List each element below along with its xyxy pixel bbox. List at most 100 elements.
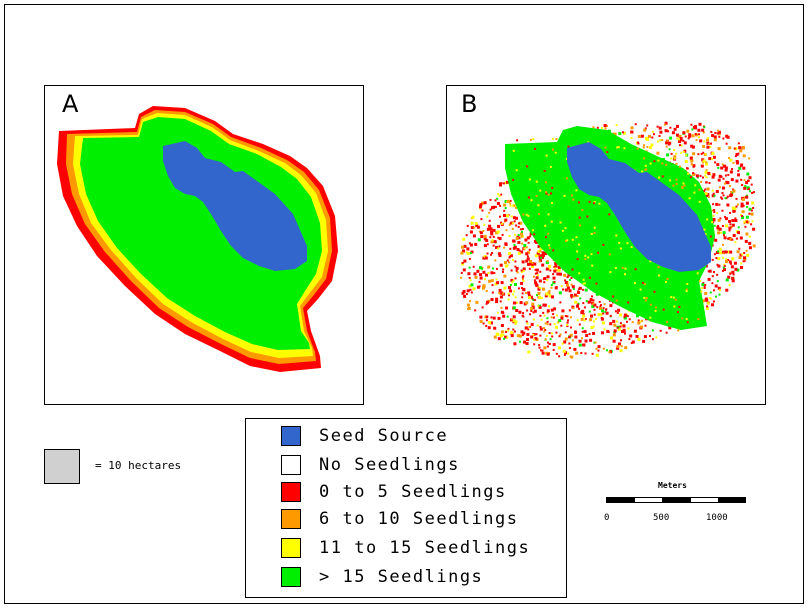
seedling-cell [630,130,634,134]
seedling-cell [710,131,713,133]
seedling-cell [741,216,745,220]
seedling-cell [711,152,715,155]
seedling-cell [730,226,733,228]
seedling-cell [704,233,707,236]
seedling-cell [592,302,595,305]
seedling-cell [634,268,637,271]
seedling-cell [506,180,509,184]
seedling-cell [643,296,646,299]
seedling-cell [725,260,728,263]
seedling-cell [621,330,624,333]
seedling-cell [600,317,603,319]
seedling-cell [691,145,695,149]
seedling-cell [535,268,539,272]
seedling-cell [503,337,506,340]
seedling-cell [602,307,605,310]
seedling-cell [500,306,503,309]
seedling-cell [519,221,523,225]
seedling-cell [538,279,542,283]
seedling-cell [743,259,746,262]
map-a-canvas: A [57,90,338,372]
seedling-cell [590,298,592,300]
seedling-cell [748,212,751,215]
seedling-cell [751,220,754,223]
seedling-cell [481,306,484,309]
seedling-cell [567,352,570,355]
seedling-cell [722,256,725,259]
seedling-cell [708,269,712,273]
seedling-cell [494,259,497,262]
seedling-cell [684,135,687,138]
seedling-cell [508,261,510,264]
seedling-cell [517,234,520,236]
seedling-cell [493,326,497,330]
seedling-cell [567,273,571,277]
seedling-cell [739,165,742,168]
seedling-cell [465,293,468,295]
seedling-cell [581,337,583,340]
seedling-cell [540,349,542,352]
seedling-cell [466,303,470,307]
seedling-cell [538,296,542,300]
seedling-cell [516,301,519,304]
seedling-cell [643,128,647,132]
seedling-cell [683,141,687,145]
seedling-cell [664,121,668,125]
seedling-cell [525,342,529,345]
seedling-cell [539,327,543,331]
seedling-cell [581,209,584,212]
seedling-cell [724,174,727,177]
seedling-cell [688,134,692,138]
seedling-cell [558,355,561,358]
seedling-cell [513,290,516,293]
seedling-cell [690,144,694,148]
seedling-cell [515,309,519,312]
seedling-cell [665,141,669,145]
seedling-cell [734,155,737,158]
seedling-cell [545,181,547,184]
seedling-cell [735,197,738,200]
seedling-cell [592,126,595,129]
seedling-cell [745,195,749,199]
seedling-cell [546,260,549,262]
seedling-cell [685,154,688,157]
seedling-cell [472,234,476,238]
seedling-cell [564,288,568,292]
seedling-cell [540,318,543,321]
seedling-cell [539,250,542,253]
seedling-cell [537,245,541,249]
seedling-cell [677,329,680,332]
seedling-cell [594,341,597,344]
seedling-cell [511,281,514,284]
seedling-cell [601,331,604,335]
seedling-cell [616,345,620,348]
seedling-cell [666,277,669,280]
seedling-cell [708,157,712,161]
seedling-cell [531,264,534,267]
seedling-cell [566,323,569,326]
seedling-cell [727,237,730,240]
seedling-cell [461,262,465,266]
seedling-cell [737,142,740,145]
seedling-cell [612,132,615,135]
seedling-cell [737,169,740,172]
seedling-cell [666,321,668,324]
seedling-cell [701,287,704,290]
seedling-cell [559,333,562,336]
seedling-cell [492,235,495,238]
seedling-cell [709,145,712,148]
seedling-cell [673,148,676,151]
seedling-cell [695,174,699,178]
seedling-cell [503,209,506,212]
seedling-cell [636,314,639,318]
seedling-cell [740,262,743,265]
seedling-cell [680,144,683,147]
seedling-cell [716,226,720,230]
seedling-cell [636,147,639,150]
seedling-cell [479,203,483,207]
seedling-cell [728,226,732,230]
seedling-cell [466,224,469,227]
seedling-cell [619,247,622,250]
seedling-cell [522,213,525,216]
seedling-cell [557,268,561,272]
